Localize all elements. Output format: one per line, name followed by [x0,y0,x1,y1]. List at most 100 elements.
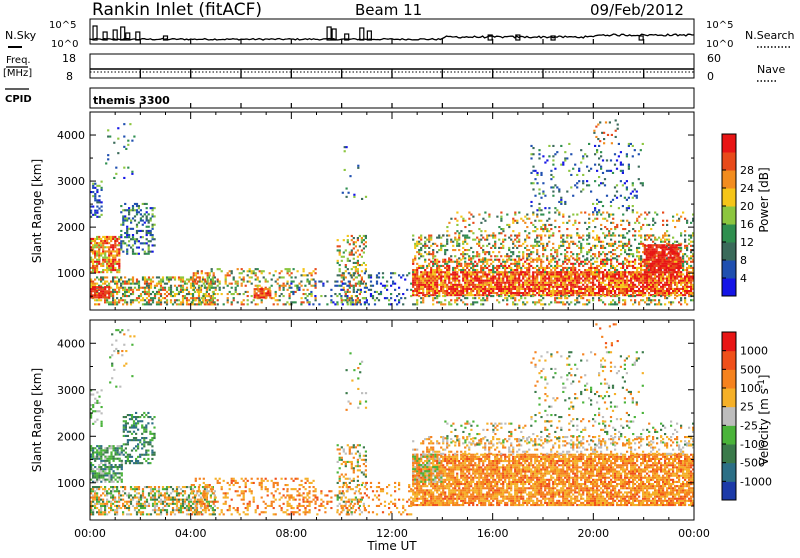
echo-cell [536,253,538,255]
echo-cell [624,243,626,245]
echo-cell [414,269,416,271]
echo-cell [448,301,450,303]
echo-cell [233,279,235,281]
echo-cell [522,243,524,245]
echo-cell [213,291,215,293]
echo-cell [462,301,464,303]
echo-cell [486,276,488,278]
echo-cell [100,265,102,267]
echo-cell [120,249,122,251]
echo-cell [596,170,598,172]
echo-cell [604,259,606,261]
echo-cell [552,276,554,278]
echo-cell [122,293,124,295]
echo-cell [458,232,460,234]
echo-cell [574,220,576,222]
echo-cell [520,267,522,269]
echo-cell [496,278,498,280]
echo-cell [506,290,508,292]
echo-cell [678,273,680,275]
echo-cell [572,265,574,267]
echo-cell [416,284,418,286]
echo-cell [357,301,359,303]
echo-cell [442,265,444,267]
echo-cell [174,293,176,295]
echo-cell [514,284,516,286]
echo-cell [672,288,674,290]
echo-cell [162,297,164,299]
echo-cell [596,269,598,271]
echo-cell [532,278,534,280]
echo-cell [237,285,239,287]
echo-cell [498,301,500,303]
echo-cell [506,294,508,296]
echo-cell [610,286,612,288]
echo-cell [344,150,346,152]
echo-cell [357,272,359,274]
echo-cell [568,295,570,297]
echo-cell [646,278,648,280]
echo-cell [570,294,572,296]
echo-cell [512,271,514,273]
echo-cell [351,249,353,251]
echo-cell [514,214,516,216]
echo-cell [560,297,562,299]
echo-cell [612,253,614,255]
echo-cell [253,299,255,301]
echo-cell [512,284,514,286]
echo-cell [142,276,144,278]
echo-cell [178,303,180,305]
echo-cell [456,276,458,278]
echo-cell [600,241,602,243]
echo-cell [164,301,166,303]
echo-cell [628,290,630,292]
echo-cell [628,255,630,257]
echo-cell [516,247,518,249]
echo-cell [470,276,472,278]
echo-cell [514,263,516,265]
echo-cell [430,282,432,284]
echo-cell [488,294,490,296]
echo-cell [116,255,118,257]
echo-cell [416,245,418,247]
echo-cell [580,288,582,290]
echo-cell [512,301,514,303]
echo-cell [626,271,628,273]
echo-cell [108,303,110,305]
echo-cell [572,284,574,286]
echo-cell [576,301,578,303]
echo-cell [622,290,624,292]
echo-cell [209,289,211,291]
echo-cell [502,290,504,292]
echo-cell [674,288,676,290]
echo-cell [662,284,664,286]
echo-cell [312,303,314,305]
echo-cell [656,292,658,294]
echo-cell [488,288,490,290]
echo-cell [534,241,536,243]
echo-cell [518,271,520,273]
echo-cell [126,291,128,293]
echo-cell [275,270,277,272]
echo-cell [166,295,168,297]
echo-cell [402,274,404,276]
echo-cell [554,257,556,259]
echo-cell [562,290,564,292]
echo-cell [546,257,548,259]
echo-cell [626,282,628,284]
echo-cell [176,299,178,301]
echo-cell [668,273,670,275]
echo-cell [182,291,184,293]
echo-cell [624,273,626,275]
echo-cell [366,301,368,303]
echo-cell [464,265,466,267]
echo-cell [676,220,678,222]
echo-cell [522,288,524,290]
echo-cell [256,288,258,290]
echo-cell [205,281,207,283]
echo-cell [570,301,572,303]
echo-cell [560,235,562,237]
echo-cell [610,251,612,253]
echo-cell [536,243,538,245]
echo-cell [269,272,271,274]
